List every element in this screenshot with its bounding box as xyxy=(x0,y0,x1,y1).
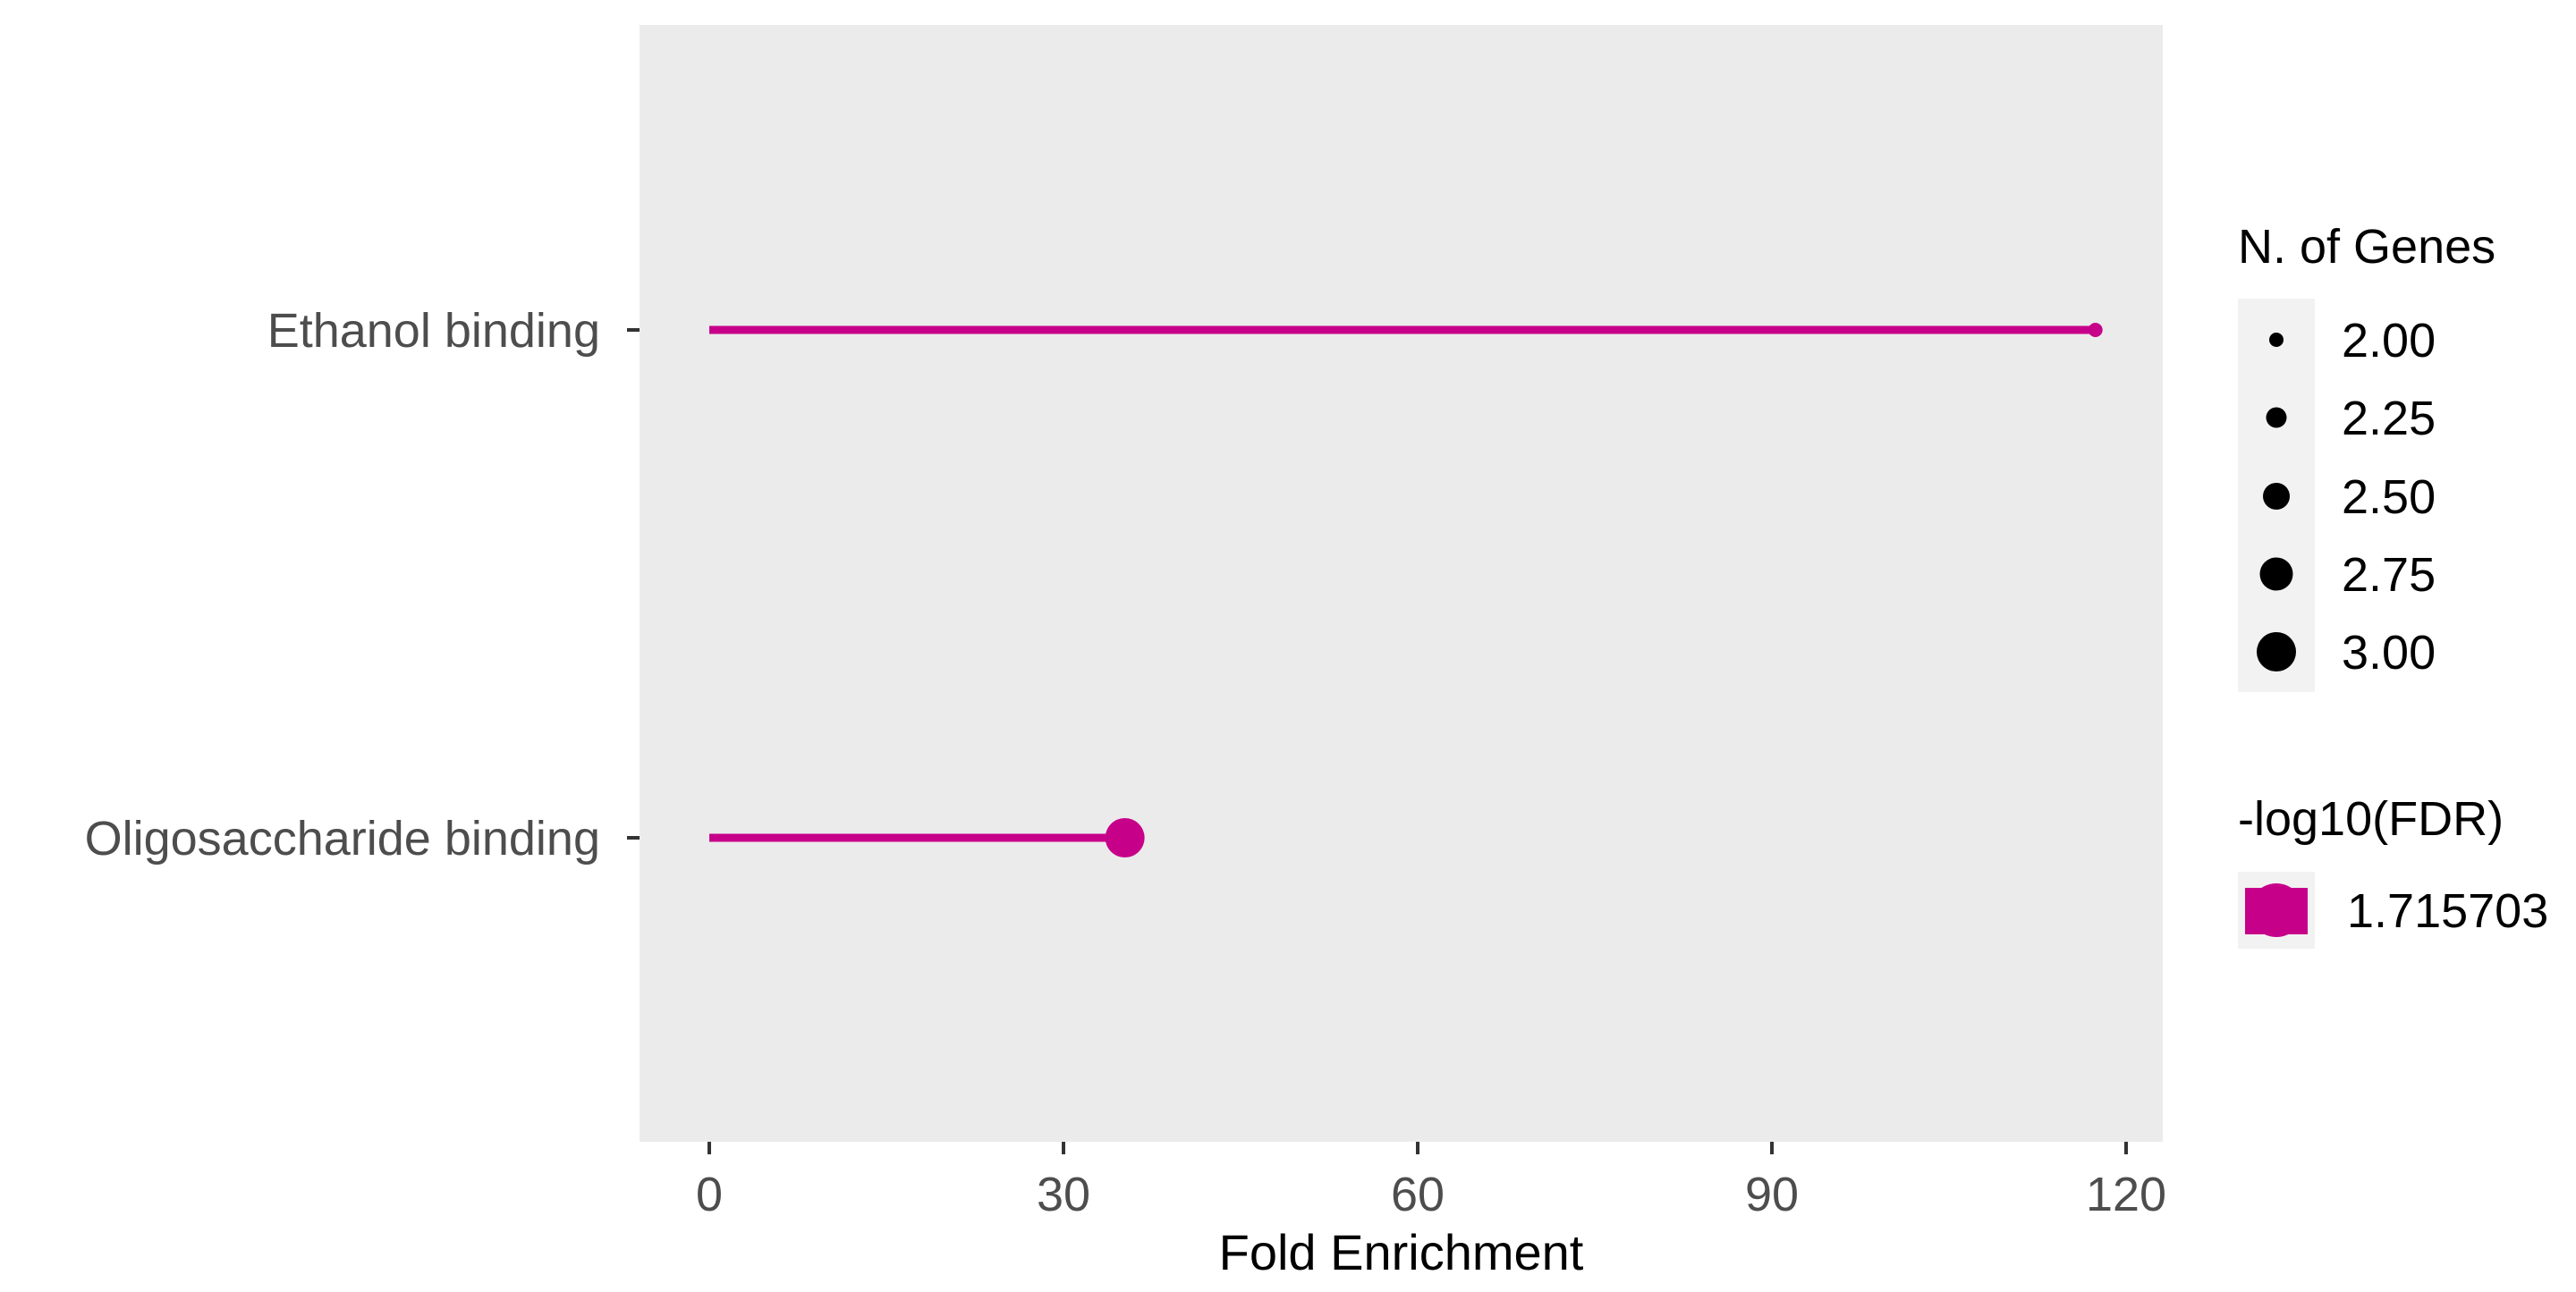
legend-size-label: 2.50 xyxy=(2342,470,2436,524)
legend-size-label: 2.00 xyxy=(2342,314,2436,367)
x-axis-title: Fold Enrichment xyxy=(1219,1224,1584,1280)
legend-size-point xyxy=(2257,632,2296,671)
legend-size-label: 2.75 xyxy=(2342,548,2436,602)
legend-size-point xyxy=(2266,407,2287,428)
y-tick-label: Oligosaccharide binding xyxy=(85,812,600,866)
legend-size-point xyxy=(2259,557,2293,591)
legend-color-point xyxy=(2250,883,2303,937)
legend-title-genes: N. of Genes xyxy=(2238,220,2496,274)
legend-size-label: 2.25 xyxy=(2342,392,2436,445)
x-tick-label: 120 xyxy=(2086,1168,2166,1221)
lollipop-point xyxy=(2088,323,2103,337)
x-tick-label: 60 xyxy=(1391,1168,1445,1221)
x-tick-label: 90 xyxy=(1745,1168,1799,1221)
plot-panel xyxy=(640,25,2163,1142)
legend-color-label: 1.715703 xyxy=(2347,884,2548,938)
legend-size-point xyxy=(2263,483,2290,510)
legend-size-label: 3.00 xyxy=(2342,626,2436,680)
legend-title-fdr: -log10(FDR) xyxy=(2238,792,2504,846)
legend-size-point xyxy=(2269,333,2284,347)
y-tick-label: Ethanol binding xyxy=(267,304,600,358)
x-tick-label: 30 xyxy=(1037,1168,1090,1221)
lollipop-point xyxy=(1105,818,1145,857)
x-tick-label: 0 xyxy=(696,1168,723,1221)
